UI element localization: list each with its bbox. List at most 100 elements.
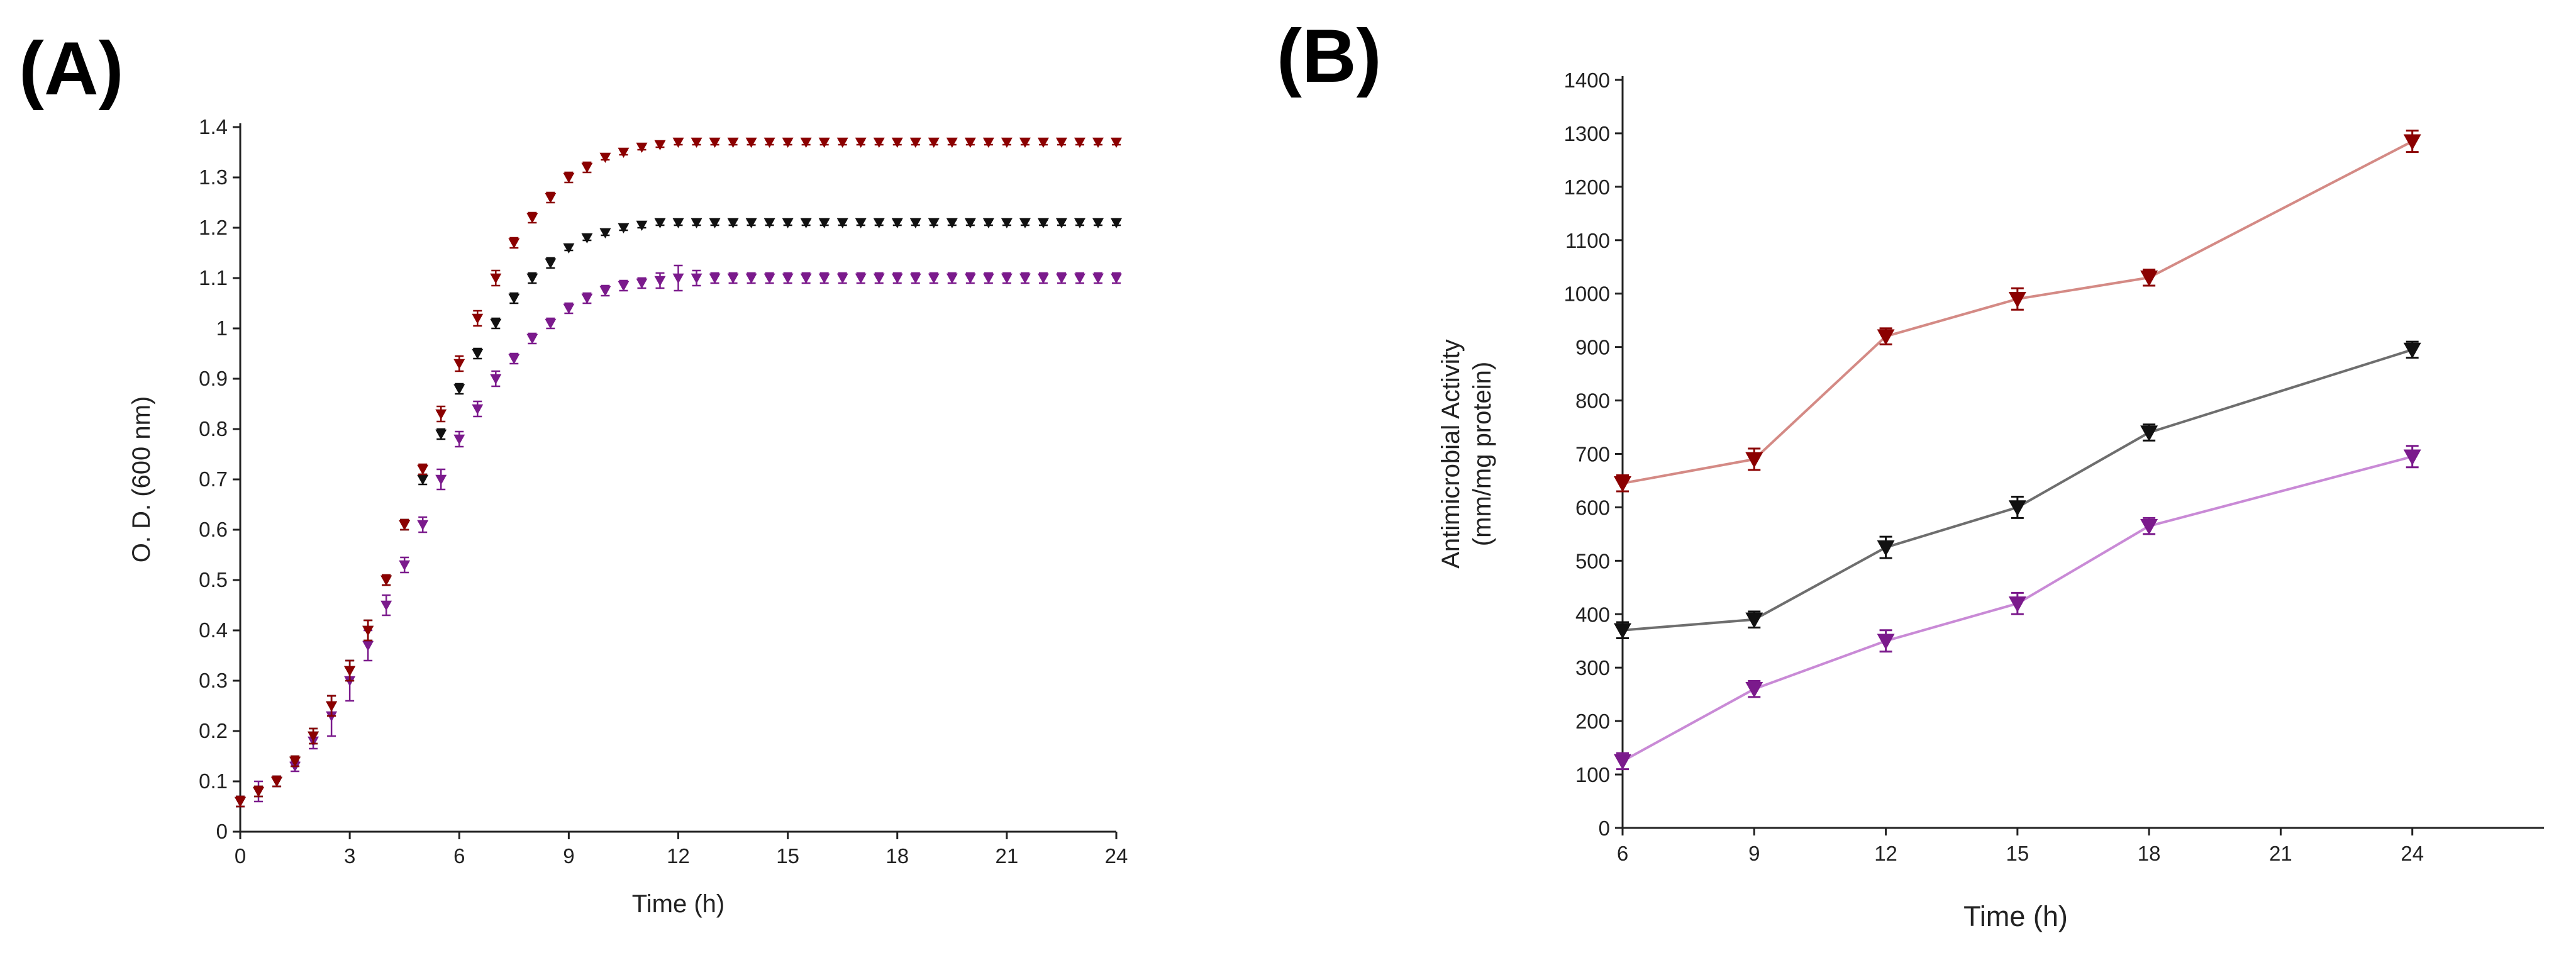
- data-point: [782, 273, 794, 284]
- data-point: [818, 273, 830, 284]
- series-dark-red: [235, 137, 1122, 808]
- data-point: [508, 293, 520, 304]
- data-point: [1055, 273, 1067, 284]
- data-point: [855, 137, 867, 148]
- x-tick-label: 6: [453, 844, 465, 868]
- data-point: [1877, 540, 1895, 557]
- data-point: [2008, 292, 2026, 308]
- x-tick-label: 12: [667, 844, 690, 868]
- data-point: [1111, 273, 1122, 284]
- data-point: [763, 137, 775, 148]
- data-point: [800, 273, 812, 284]
- data-point: [782, 137, 794, 148]
- data-point: [599, 152, 611, 163]
- y-tick-label: 0.3: [199, 669, 228, 692]
- data-point: [964, 273, 976, 284]
- data-point: [855, 218, 867, 228]
- data-point: [672, 137, 684, 148]
- y-tick-label: 200: [1575, 710, 1610, 733]
- data-point: [691, 273, 702, 284]
- data-point: [253, 786, 265, 797]
- data-point: [1111, 218, 1122, 228]
- data-point: [526, 333, 538, 344]
- y-tick-label: 600: [1575, 496, 1610, 519]
- data-point: [1019, 218, 1031, 228]
- data-point: [508, 238, 520, 249]
- data-point: [1001, 273, 1013, 284]
- data-point: [964, 218, 976, 228]
- data-point: [472, 349, 484, 359]
- x-tick-label: 21: [996, 844, 1019, 868]
- y-tick-label: 500: [1575, 549, 1610, 572]
- data-point: [727, 218, 739, 228]
- data-point: [545, 258, 557, 269]
- data-point: [380, 575, 392, 586]
- data-point: [326, 701, 338, 712]
- data-point: [836, 137, 848, 148]
- data-point: [618, 281, 630, 291]
- series-dark-red: [1614, 130, 2421, 493]
- data-point: [1001, 218, 1013, 228]
- y-tick-label: 1300: [1564, 122, 1610, 145]
- y-tick-label: 1400: [1564, 69, 1610, 92]
- data-point: [417, 464, 429, 475]
- data-point: [891, 137, 903, 148]
- data-point: [1037, 273, 1049, 284]
- y-axis-title: O. D. (600 nm): [128, 396, 155, 563]
- data-point: [490, 318, 502, 329]
- data-point: [1745, 681, 1763, 698]
- panel-label-a: (A): [19, 26, 124, 111]
- data-point: [399, 520, 411, 530]
- y-tick-label: 800: [1575, 389, 1610, 413]
- panel-label-b: (B): [1277, 14, 1382, 98]
- data-point: [1019, 137, 1031, 148]
- data-point: [946, 137, 958, 148]
- data-point: [490, 273, 502, 284]
- data-point: [362, 625, 374, 636]
- data-point: [727, 273, 739, 284]
- data-point: [891, 218, 903, 228]
- chart-a: 0 0.1 0.2 0.3 0.4 0.5 0.6 0.7 0.8 0.9 1 1.1 1.2 1.3 1.…: [128, 115, 1128, 918]
- data-point: [909, 218, 921, 228]
- data-point: [1019, 273, 1031, 284]
- data-point: [1092, 273, 1104, 284]
- data-point: [745, 273, 757, 284]
- x-tick-label: 12: [1874, 842, 1897, 865]
- x-tick-label: 9: [563, 844, 574, 868]
- y-tick-label: 0: [1599, 817, 1610, 840]
- series-black: [235, 218, 1122, 808]
- data-point: [581, 162, 593, 173]
- data-point: [2403, 134, 2421, 150]
- data-point: [982, 137, 994, 148]
- data-point: [581, 233, 593, 243]
- series-black: [1614, 340, 2421, 640]
- data-point: [672, 273, 684, 284]
- data-point: [362, 640, 374, 651]
- data-point: [928, 218, 940, 228]
- data-point: [1074, 137, 1085, 148]
- data-point: [453, 359, 465, 369]
- data-point: [855, 273, 867, 284]
- x-tick-label: 15: [776, 844, 799, 868]
- y-tick-label: 400: [1575, 603, 1610, 626]
- data-point: [472, 313, 484, 324]
- series-purple: [235, 264, 1122, 808]
- y-tick-label: 300: [1575, 656, 1610, 679]
- y-tick-label: 100: [1575, 763, 1610, 786]
- data-point: [946, 273, 958, 284]
- data-point: [1037, 218, 1049, 228]
- data-point: [1074, 218, 1085, 228]
- data-point: [399, 560, 411, 571]
- data-point: [946, 218, 958, 228]
- x-axis-title: Time (h): [1963, 900, 2068, 932]
- data-point: [928, 273, 940, 284]
- data-point: [873, 218, 885, 228]
- data-point: [654, 140, 666, 150]
- data-point: [417, 520, 429, 530]
- data-point: [563, 172, 575, 183]
- data-point: [1037, 137, 1049, 148]
- x-tick-label: 6: [1617, 842, 1628, 865]
- data-point: [545, 193, 557, 203]
- series-line: [1622, 140, 2413, 485]
- data-point: [1111, 137, 1122, 148]
